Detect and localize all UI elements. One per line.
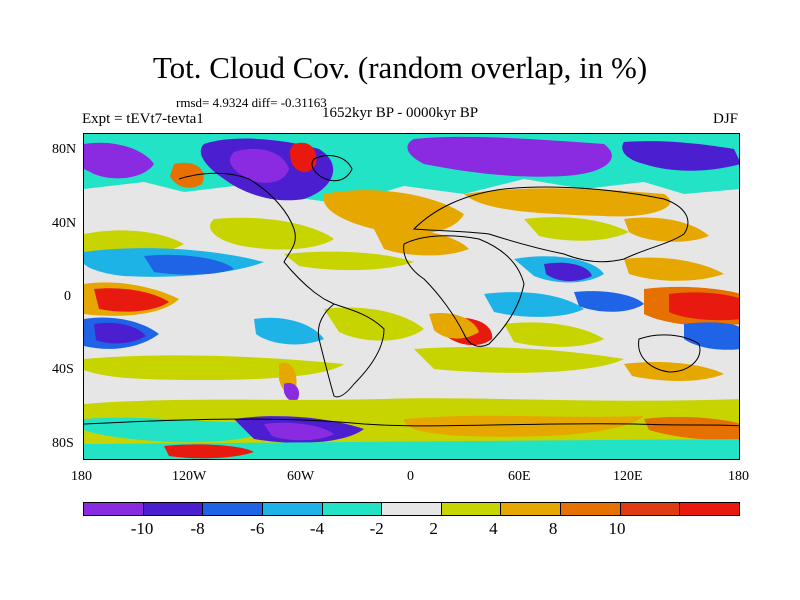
- north-america-coast: [178, 172, 335, 305]
- cloud-cover-map: [83, 133, 740, 460]
- lat-label-0: 0: [64, 289, 71, 304]
- antarctic-red-coast: [164, 444, 254, 459]
- season-label: DJF: [713, 111, 739, 127]
- antarctic-cyan-west: [84, 417, 269, 443]
- colorbar-cell: [262, 503, 323, 515]
- colorbar: [83, 502, 740, 516]
- eurasia-coast: [412, 186, 689, 263]
- equatorial-red-west: [94, 288, 169, 312]
- antarctic-purple-central: [264, 422, 334, 441]
- lon-label-120w: 120W: [172, 469, 207, 484]
- map-title: Tot. Cloud Cov. (random overlap, in %): [152, 50, 648, 85]
- colorbar-label: -2: [369, 519, 384, 538]
- colorbar-label: -4: [309, 519, 325, 538]
- antarctic-orange-east: [404, 415, 644, 437]
- south-pacific-darkblue-west: [94, 322, 146, 344]
- north-pacific-yellow: [210, 217, 334, 250]
- greenland-coast: [311, 155, 353, 182]
- eurasia-orange-band: [464, 188, 671, 217]
- tropical-pacific-darkblue: [144, 254, 234, 275]
- alaska-orange-anomaly: [170, 162, 204, 188]
- colorbar-cell: [561, 503, 621, 515]
- lon-label-0: 0: [407, 469, 414, 484]
- colorbar-label: -6: [250, 519, 265, 538]
- indian-ocean-darkblue: [574, 291, 644, 312]
- colorbar-cell: [441, 503, 502, 515]
- colorbar-cell: [143, 503, 204, 515]
- mid-atlantic-orange: [374, 228, 469, 256]
- colorbar-cell: [382, 503, 442, 515]
- colorbar-cell: [680, 503, 740, 515]
- lat-label-40n: 40N: [52, 216, 77, 231]
- colorbar-cell: [322, 503, 383, 515]
- map-canvas: [84, 134, 739, 459]
- caribbean-yellow-band: [284, 251, 414, 271]
- south-atlantic-yellow: [324, 307, 424, 341]
- coastlines: [84, 155, 739, 427]
- colorbar-cell: [203, 503, 263, 515]
- north-atlantic-orange: [323, 190, 464, 234]
- far-east-blue-anomaly: [622, 141, 739, 171]
- lon-label-60e: 60E: [508, 469, 531, 484]
- colorbar-label: 2: [429, 519, 438, 538]
- east-asia-orange: [624, 217, 709, 242]
- colorbar-cell: [501, 503, 562, 515]
- siberia-purple-anomaly: [407, 136, 612, 177]
- lon-label-180w: 180: [71, 469, 92, 484]
- indian-ocean-blue-band: [484, 292, 584, 317]
- colorbar-label: 8: [548, 519, 558, 538]
- arabian-sea-blue: [544, 262, 592, 282]
- southern-africa-orange: [429, 313, 479, 339]
- lat-label-80s: 80S: [52, 436, 74, 451]
- experiment-label: Expt = tEVt7-tevta1: [82, 111, 204, 127]
- arctic-red-anomaly: [289, 142, 317, 173]
- south-america-coast: [317, 303, 385, 398]
- equatorial-red-east: [669, 292, 739, 321]
- south-indian-yellow: [504, 322, 604, 347]
- lat-label-80n: 80N: [52, 142, 77, 157]
- west-arctic-purple: [84, 142, 154, 179]
- lon-label-120e: 120E: [613, 469, 643, 484]
- west-pacific-orange: [624, 257, 724, 281]
- south-america-cyan: [254, 317, 324, 345]
- lat-label-40s: 40S: [52, 362, 74, 377]
- lon-label-180e: 180: [728, 469, 749, 484]
- antarctica-coast: [84, 418, 739, 427]
- period-label: 1652kyr BP - 0000kyr BP: [322, 105, 479, 121]
- arctic-purple-anomaly: [229, 148, 289, 183]
- southern-ocean-yellow-east: [414, 347, 624, 373]
- africa-coast: [403, 235, 525, 347]
- lon-label-60w: 60W: [287, 469, 315, 484]
- antarctic-coast-cyan: [84, 439, 739, 459]
- antarctic-orange-far-east: [644, 416, 739, 440]
- colorbar-label: -8: [190, 519, 205, 538]
- colorbar-label: 4: [489, 519, 498, 538]
- middle-east-yellow: [524, 217, 629, 241]
- colorbar-cell: [84, 503, 144, 515]
- colorbar-cell: [620, 503, 681, 515]
- colorbar-label: 10: [608, 519, 626, 538]
- australia-coast: [638, 334, 701, 373]
- patagonia-purple: [284, 383, 300, 402]
- colorbar-label: -10: [130, 519, 154, 538]
- stats-text: rmsd= 4.9324 diff= -0.31163: [176, 95, 327, 110]
